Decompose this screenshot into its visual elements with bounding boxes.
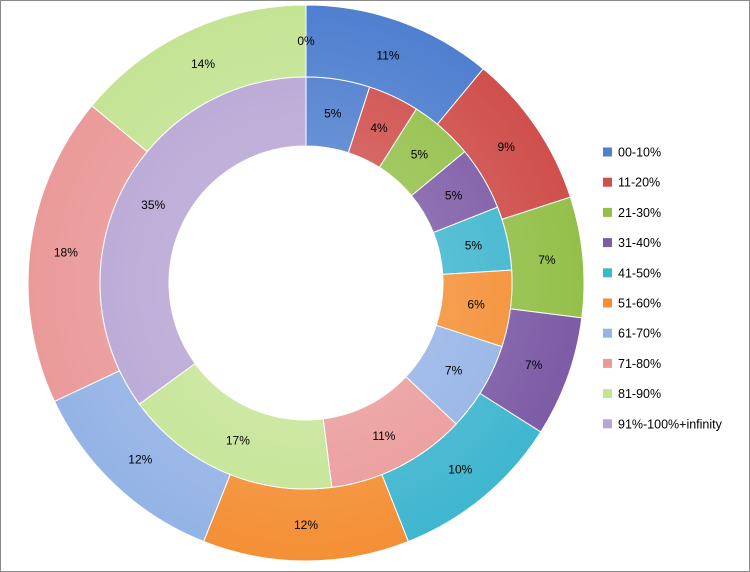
slice-label-inner-81-90%: 17% <box>226 433 250 447</box>
legend-swatch-71-80% <box>603 358 612 368</box>
slice-label-outer-81-90%: 14% <box>191 57 215 71</box>
legend-label-11-20%: 11-20% <box>618 176 660 190</box>
legend-label-21-30%: 21-30% <box>618 206 661 220</box>
doughnut-rings: 11% 9% 7% 7% 10% 12% 12% 18% 14% 0% 5% 4% 5% 5% 5% 6% 7%… <box>27 4 585 562</box>
slice-label-outer-71-80%: 18% <box>54 246 78 260</box>
slice-label-outer-91%-100%+infinity: 0% <box>297 34 315 48</box>
slice-label-inner-71-80%: 11% <box>372 429 395 443</box>
legend-swatch-51-60% <box>603 298 612 308</box>
legend-swatch-91%-100%+infinity <box>603 419 612 429</box>
slice-label-inner-11-20%: 4% <box>370 121 388 135</box>
slice-label-outer-21-30%: 7% <box>538 253 556 267</box>
slice-label-outer-41-50%: 10% <box>448 463 472 477</box>
slice-label-outer-61-70%: 12% <box>128 452 152 466</box>
slice-label-inner-51-60%: 6% <box>467 298 485 312</box>
legend-swatch-61-70% <box>603 328 612 338</box>
legend-swatch-31-40% <box>603 238 612 248</box>
legend-label-41-50%: 41-50% <box>618 266 661 280</box>
slice-label-outer-00-10%: 11% <box>376 48 399 62</box>
legend-label-91%-100%+infinity: 91%-100%+infinity <box>618 417 723 431</box>
slice-label-inner-00-10%: 5% <box>324 107 342 121</box>
slice-label-inner-91%-100%+infinity: 35% <box>141 198 165 212</box>
slice-label-inner-21-30%: 5% <box>411 147 429 161</box>
slice-label-outer-11-20%: 9% <box>498 140 516 154</box>
legend-label-31-40%: 31-40% <box>618 236 661 250</box>
legend-swatch-21-30% <box>603 207 612 217</box>
slice-label-inner-31-40%: 5% <box>445 189 463 203</box>
legend-label-81-90%: 81-90% <box>618 387 661 401</box>
legend-label-00-10%: 00-10% <box>618 146 661 160</box>
legend-label-61-70%: 61-70% <box>618 327 661 341</box>
legend-label-71-80%: 71-80% <box>618 357 661 371</box>
legend: 00-10% 11-20% 21-30% 31-40% 41-50% 51-60% 61-7… <box>603 146 723 431</box>
slice-label-outer-51-60%: 12% <box>294 518 318 532</box>
legend-swatch-41-50% <box>603 268 612 278</box>
slice-inner-91%-100%+infinity <box>99 76 307 405</box>
slice-label-inner-61-70%: 7% <box>445 363 463 377</box>
slice-label-outer-31-40%: 7% <box>525 358 543 372</box>
legend-swatch-11-20% <box>603 177 612 187</box>
legend-swatch-00-10% <box>603 147 612 157</box>
legend-swatch-81-90% <box>603 389 612 399</box>
legend-label-51-60%: 51-60% <box>618 297 661 311</box>
slice-label-inner-41-50%: 5% <box>465 239 483 253</box>
